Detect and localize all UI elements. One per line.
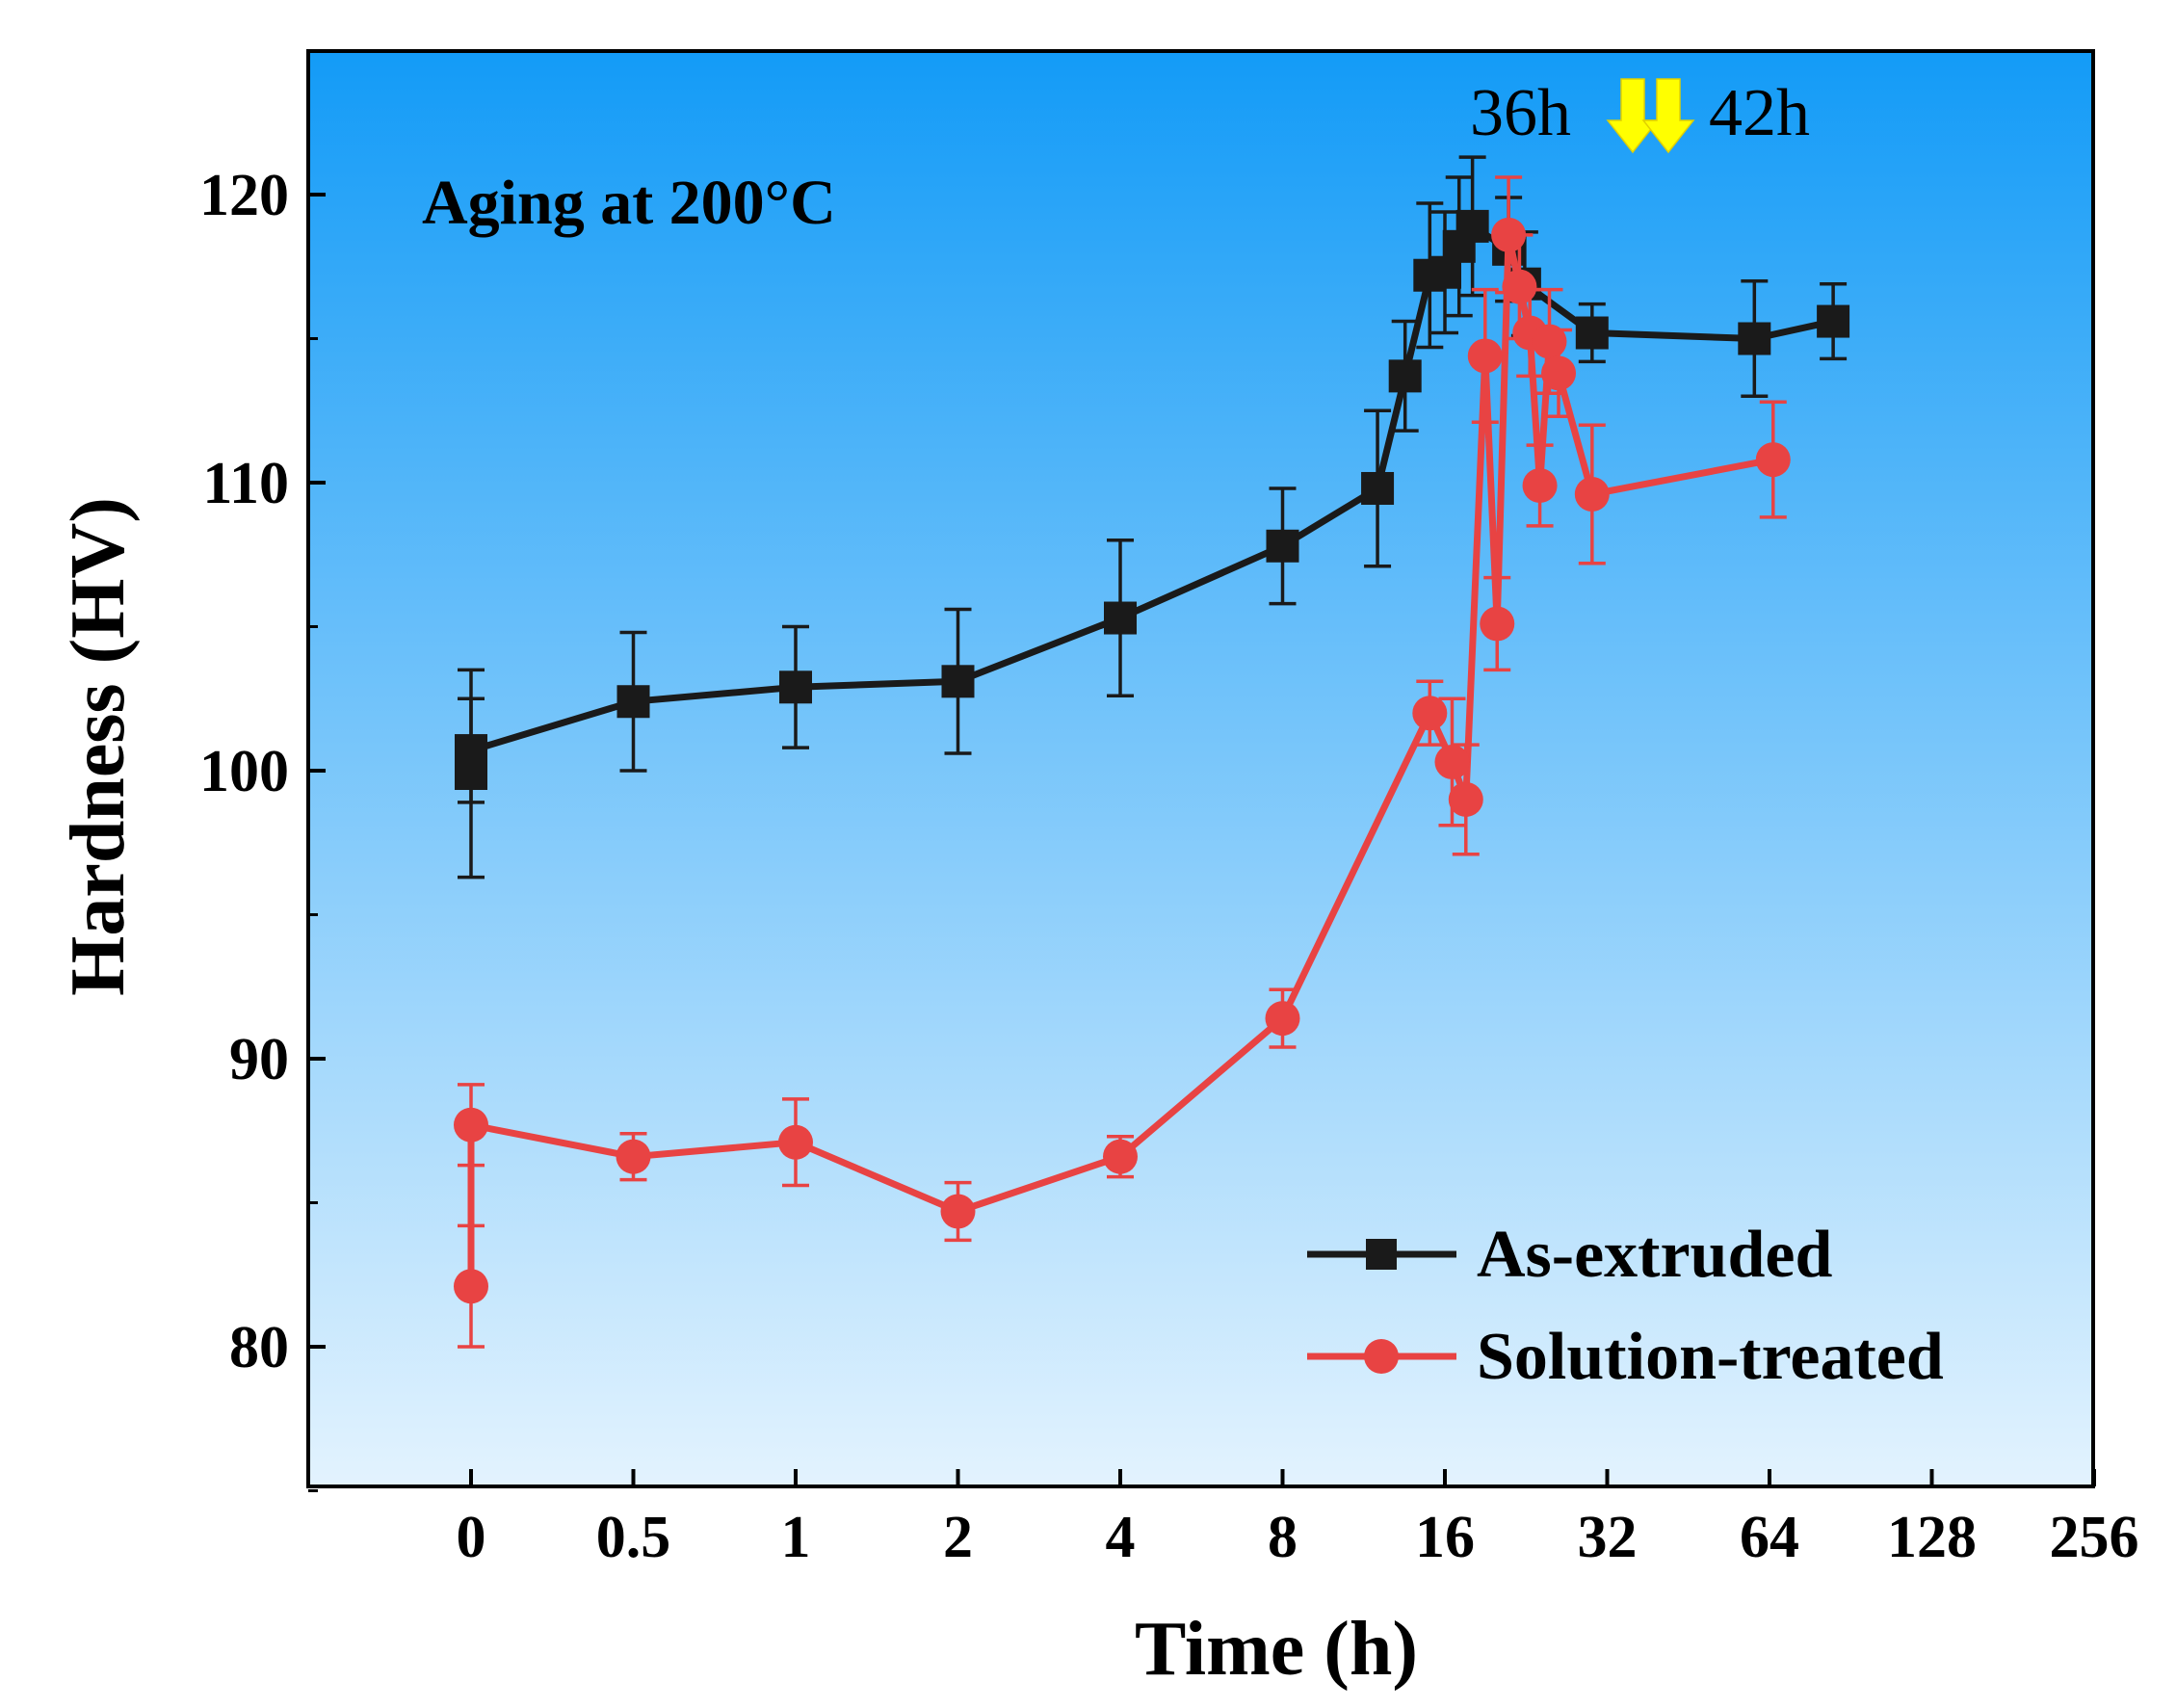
data-point-square bbox=[1388, 359, 1422, 393]
data-point-circle bbox=[1491, 217, 1527, 252]
data-point-circle bbox=[1574, 476, 1610, 512]
x-axis-title: Time (h) bbox=[1135, 1607, 1418, 1692]
data-point-square bbox=[1361, 471, 1395, 505]
legend-marker-circle bbox=[1364, 1339, 1399, 1374]
data-point-square bbox=[1575, 316, 1609, 350]
data-point-circle bbox=[1448, 781, 1483, 817]
x-tick-label-256: 256 bbox=[2050, 1505, 2139, 1570]
yellow-arrow-42h bbox=[1641, 78, 1695, 154]
data-point-square bbox=[1738, 322, 1771, 355]
data-point-circle bbox=[1103, 1139, 1138, 1174]
data-point-circle bbox=[616, 1139, 651, 1174]
x-tick-label-1: 1 bbox=[781, 1505, 811, 1570]
data-point-circle bbox=[1532, 324, 1567, 359]
series-solution-treated bbox=[454, 175, 1791, 1349]
plot-frame bbox=[306, 49, 2095, 1488]
data-point-square bbox=[1104, 601, 1137, 635]
x-tick-label-0: 0 bbox=[457, 1505, 486, 1570]
x-tick-label-16: 16 bbox=[1415, 1505, 1475, 1570]
data-point-circle bbox=[1265, 1001, 1300, 1037]
arrow-label-42h: 42h bbox=[1709, 76, 1810, 150]
data-point-circle bbox=[454, 1269, 488, 1304]
data-point-square bbox=[1817, 304, 1850, 338]
arrow-label-36h: 36h bbox=[1470, 76, 1571, 150]
y-tick-label-120: 120 bbox=[199, 163, 289, 228]
y-tick-label-100: 100 bbox=[199, 739, 289, 804]
data-point-square bbox=[779, 670, 812, 704]
legend-marker-square bbox=[1366, 1239, 1397, 1270]
data-point-circle bbox=[778, 1124, 813, 1160]
data-point-circle bbox=[1755, 442, 1791, 478]
x-tick-label-32: 32 bbox=[1578, 1505, 1638, 1570]
y-tick-label-90: 90 bbox=[229, 1027, 289, 1092]
legend-label-as-extruded: As-extruded bbox=[1477, 1218, 1832, 1292]
yellow-arrow-36h bbox=[1606, 78, 1660, 154]
x-tick-label-8: 8 bbox=[1268, 1505, 1298, 1570]
data-point-circle bbox=[1434, 745, 1470, 780]
x-tick-label-64: 64 bbox=[1740, 1505, 1799, 1570]
plot-background bbox=[308, 51, 2093, 1486]
x-tick-label-128: 128 bbox=[1887, 1505, 1977, 1570]
data-point-square bbox=[1455, 209, 1489, 243]
y-tick-label-110: 110 bbox=[202, 451, 289, 516]
data-point-circle bbox=[454, 1107, 488, 1143]
data-point-circle bbox=[1522, 467, 1558, 503]
x-tick-label-2: 2 bbox=[943, 1505, 973, 1570]
data-point-circle bbox=[1412, 696, 1448, 731]
legend-label-solution-treated: Solution-treated bbox=[1477, 1320, 1944, 1394]
data-point-circle bbox=[1480, 606, 1515, 642]
legend: As-extruded Solution-treated bbox=[1307, 1218, 1944, 1394]
data-point-square bbox=[1266, 529, 1299, 563]
y-axis-title: Hardness (HV) bbox=[56, 497, 141, 996]
x-tick-label-0.5: 0.5 bbox=[596, 1505, 671, 1570]
series-as-extruded bbox=[455, 155, 1850, 880]
data-point-square bbox=[941, 665, 975, 698]
data-point-square bbox=[455, 734, 487, 768]
data-point-circle bbox=[940, 1194, 976, 1229]
data-series bbox=[454, 155, 1850, 1349]
y-tick-label-80: 80 bbox=[229, 1315, 289, 1380]
data-point-circle bbox=[1467, 338, 1503, 374]
axis-ticks: 80 90 100 110 120 0 0.5 1 2 4 8 16 32 64 128 256 bbox=[199, 49, 2139, 1570]
data-point-circle bbox=[1502, 269, 1537, 304]
data-point-square bbox=[616, 685, 650, 719]
data-point-circle bbox=[1541, 355, 1577, 391]
aging-annotation: Aging at 200°C bbox=[422, 168, 836, 238]
x-tick-label-4: 4 bbox=[1106, 1505, 1136, 1570]
